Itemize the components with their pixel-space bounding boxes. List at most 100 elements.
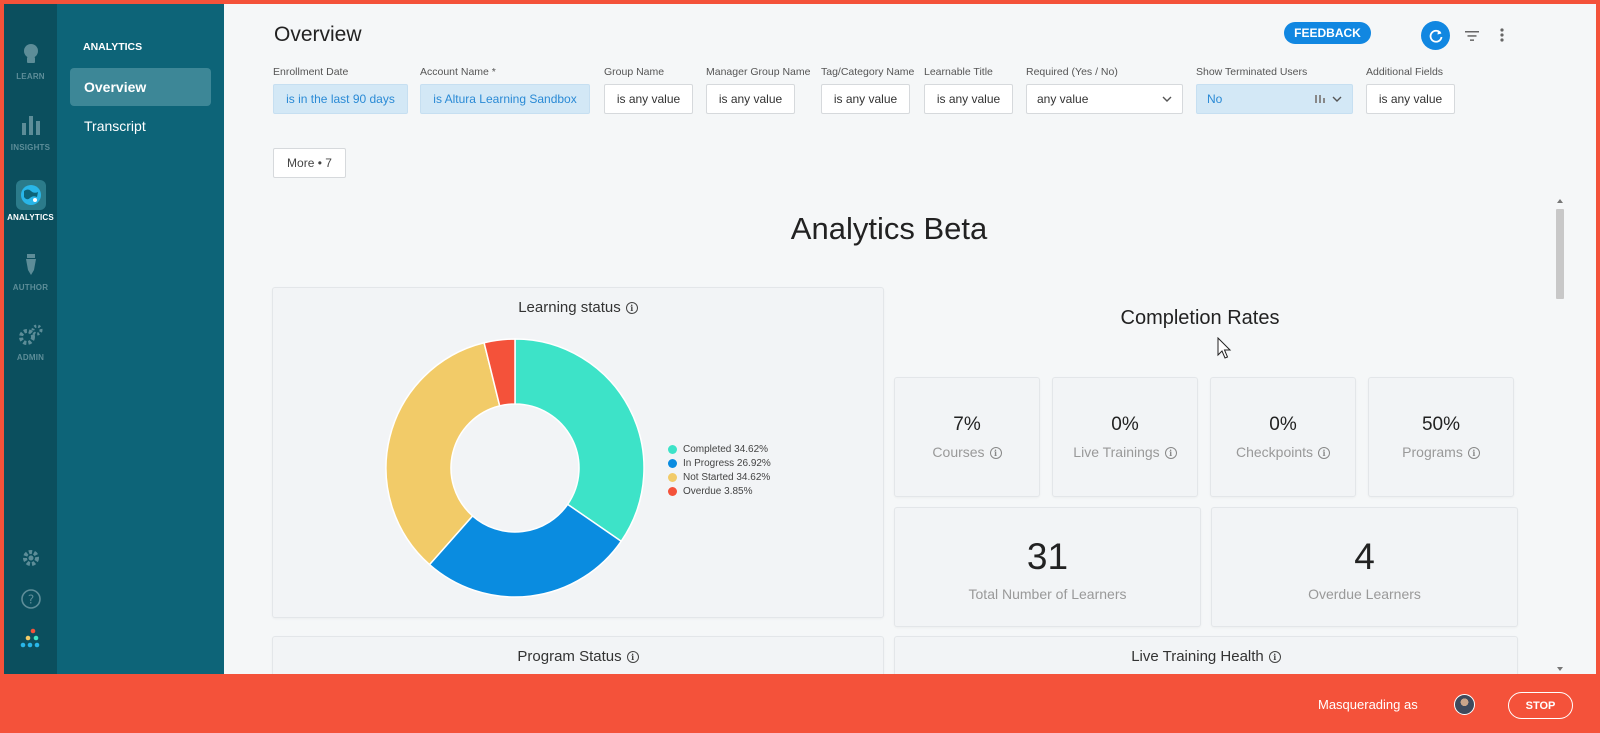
- rail-item-author[interactable]: AUTHOR: [4, 240, 57, 302]
- info-icon[interactable]: i: [625, 302, 638, 315]
- filter-label: Required (Yes / No): [1026, 66, 1118, 78]
- pen-icon: [16, 250, 46, 280]
- svg-text:?: ?: [27, 593, 33, 607]
- donut-slice-completed[interactable]: [514, 338, 645, 543]
- filter-required: Required (Yes / No) any value: [1026, 66, 1183, 114]
- info-icon[interactable]: i: [626, 651, 639, 664]
- bar-chart-icon: [16, 110, 46, 140]
- apps-icon[interactable]: [4, 628, 57, 650]
- rail-item-analytics[interactable]: ANALYTICS: [4, 170, 57, 232]
- filter-select[interactable]: No: [1196, 84, 1353, 114]
- legend-label: Completed 34.62%: [683, 443, 769, 455]
- masquerade-label: Masquerading as: [1318, 697, 1418, 712]
- stat-label: Programs: [1402, 444, 1463, 460]
- total-learners-label: Total Number of Learners: [968, 586, 1127, 602]
- more-options-icon[interactable]: [1498, 26, 1506, 44]
- donut-slice-overdue[interactable]: [483, 338, 516, 407]
- rail-item-admin[interactable]: ADMIN: [4, 310, 57, 372]
- info-icon[interactable]: i: [1467, 447, 1480, 460]
- scroll-up-icon[interactable]: [1554, 196, 1566, 206]
- info-icon[interactable]: i: [1318, 447, 1331, 460]
- legend-label: Overdue 3.85%: [683, 485, 753, 497]
- stat-label-row: Courses i: [895, 444, 1039, 460]
- clear-icon[interactable]: [1314, 93, 1326, 105]
- rail-label: INSIGHTS: [10, 143, 51, 152]
- card-title-row: Live Training Health i: [895, 648, 1517, 665]
- rail-label: ANALYTICS: [7, 213, 54, 222]
- nav-item-transcript[interactable]: Transcript: [84, 118, 146, 134]
- info-icon[interactable]: i: [989, 447, 1002, 460]
- filter-label: Tag/Category Name: [821, 66, 915, 78]
- filter-value[interactable]: is any value: [1366, 84, 1455, 114]
- analytics-nav-panel: ANALYTICS Overview Transcript: [57, 4, 224, 674]
- legend-swatch: [668, 458, 677, 468]
- overdue-learners-card: 4 Overdue Learners: [1211, 507, 1518, 627]
- donut-slice-not-started[interactable]: [385, 341, 501, 566]
- scroll-thumb[interactable]: [1556, 209, 1564, 299]
- legend-item[interactable]: Not Started 34.62%: [668, 470, 771, 484]
- card-title: Live Training Health: [1131, 648, 1264, 665]
- legend-label: Not Started 34.62%: [683, 471, 771, 483]
- info-icon[interactable]: i: [1268, 651, 1281, 664]
- app-window: LEARN INSIGHTS ANALYTICS AUTHOR ADMIN: [4, 4, 1596, 674]
- legend-item[interactable]: Completed 34.62%: [668, 442, 771, 456]
- nav-title: ANALYTICS: [83, 41, 143, 53]
- filter-value: No: [1207, 92, 1223, 106]
- live-training-health-card: Live Training Health i: [894, 636, 1518, 674]
- stat-value: 7%: [953, 414, 981, 435]
- stat-label-row: Live Trainings i: [1053, 444, 1197, 460]
- filter-tag-category-name: Tag/Category Name is any value: [821, 66, 914, 114]
- stat-value: 0%: [1269, 414, 1297, 435]
- filter-value[interactable]: is any value: [604, 84, 693, 114]
- stat-card-courses: 7% Courses i: [894, 377, 1040, 497]
- chevron-down-icon: [1332, 96, 1342, 102]
- filter-label: Group Name: [604, 66, 665, 78]
- filter-label: Account Name *: [420, 66, 496, 78]
- lightbulb-icon: [16, 39, 46, 69]
- filter-value[interactable]: is any value: [924, 84, 1013, 114]
- globe-icon: [15, 180, 46, 210]
- stat-card-programs: 50% Programs i: [1368, 377, 1514, 497]
- stop-masquerade-button[interactable]: STOP: [1508, 692, 1573, 719]
- card-title: Program Status: [517, 648, 622, 665]
- legend-swatch: [668, 472, 677, 482]
- donut-slice-in-progress[interactable]: [428, 503, 623, 598]
- refresh-button[interactable]: [1421, 21, 1450, 50]
- filter-value[interactable]: is any value: [706, 84, 795, 114]
- chart-legend: Completed 34.62% In Progress 26.92% Not …: [668, 442, 771, 498]
- settings-icon[interactable]: [4, 547, 57, 569]
- legend-label: In Progress 26.92%: [683, 457, 771, 469]
- help-icon[interactable]: ?: [4, 588, 57, 610]
- filter-icon[interactable]: [1464, 28, 1480, 44]
- mouse-cursor-icon: [1217, 337, 1232, 359]
- rail-item-insights[interactable]: INSIGHTS: [4, 100, 57, 162]
- rail-label: ADMIN: [16, 353, 45, 362]
- legend-swatch: [668, 486, 677, 496]
- nav-item-overview[interactable]: Overview: [70, 68, 211, 106]
- filter-label: Additional Fields: [1366, 66, 1444, 78]
- info-icon[interactable]: i: [1164, 447, 1177, 460]
- completion-rates-title: Completion Rates: [1120, 307, 1280, 329]
- filter-label: Learnable Title: [924, 66, 993, 78]
- filter-value: any value: [1037, 92, 1089, 106]
- filter-value[interactable]: is in the last 90 days: [273, 84, 408, 114]
- more-filters-button[interactable]: More • 7: [273, 148, 346, 178]
- feedback-button[interactable]: FEEDBACK: [1284, 22, 1371, 44]
- filter-value[interactable]: is Altura Learning Sandbox: [420, 84, 590, 114]
- filter-value[interactable]: is any value: [821, 84, 910, 114]
- scroll-down-icon[interactable]: [1554, 664, 1566, 674]
- stat-label-row: Programs i: [1369, 444, 1513, 460]
- filter-group-name: Group Name is any value: [604, 66, 693, 114]
- card-title-row: Program Status i: [273, 648, 883, 665]
- filter-select[interactable]: any value: [1026, 84, 1183, 114]
- avatar: [1454, 694, 1475, 715]
- legend-item[interactable]: In Progress 26.92%: [668, 456, 771, 470]
- legend-item[interactable]: Overdue 3.85%: [668, 484, 771, 498]
- total-learners-value: 31: [1026, 536, 1069, 577]
- card-title-row: Learning status i: [273, 299, 883, 316]
- rail-label: AUTHOR: [12, 283, 49, 292]
- stat-label-row: Checkpoints i: [1211, 444, 1355, 460]
- vertical-scrollbar[interactable]: [1554, 196, 1566, 674]
- filter-show-terminated-users: Show Terminated Users No: [1196, 66, 1353, 114]
- rail-item-learn[interactable]: LEARN: [4, 29, 57, 91]
